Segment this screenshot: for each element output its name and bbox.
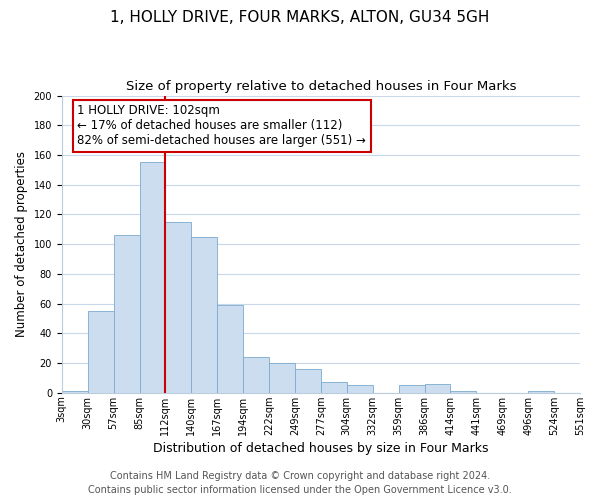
Bar bbox=[269, 363, 295, 393]
Bar bbox=[88, 311, 113, 393]
Bar bbox=[140, 162, 166, 393]
Text: Contains HM Land Registry data © Crown copyright and database right 2024.
Contai: Contains HM Land Registry data © Crown c… bbox=[88, 471, 512, 495]
Text: 1 HOLLY DRIVE: 102sqm
← 17% of detached houses are smaller (112)
82% of semi-det: 1 HOLLY DRIVE: 102sqm ← 17% of detached … bbox=[77, 104, 366, 148]
Bar bbox=[62, 392, 88, 393]
Y-axis label: Number of detached properties: Number of detached properties bbox=[15, 151, 28, 337]
Bar bbox=[347, 386, 373, 393]
Bar bbox=[528, 392, 554, 393]
Bar bbox=[321, 382, 347, 393]
Bar bbox=[295, 369, 321, 393]
Bar bbox=[451, 392, 476, 393]
Title: Size of property relative to detached houses in Four Marks: Size of property relative to detached ho… bbox=[125, 80, 516, 93]
Bar bbox=[217, 305, 243, 393]
Bar bbox=[398, 386, 425, 393]
Text: 1, HOLLY DRIVE, FOUR MARKS, ALTON, GU34 5GH: 1, HOLLY DRIVE, FOUR MARKS, ALTON, GU34 … bbox=[110, 10, 490, 25]
Bar bbox=[191, 236, 217, 393]
Bar bbox=[166, 222, 191, 393]
Bar bbox=[113, 236, 140, 393]
Bar bbox=[425, 384, 451, 393]
X-axis label: Distribution of detached houses by size in Four Marks: Distribution of detached houses by size … bbox=[153, 442, 488, 455]
Bar bbox=[243, 357, 269, 393]
